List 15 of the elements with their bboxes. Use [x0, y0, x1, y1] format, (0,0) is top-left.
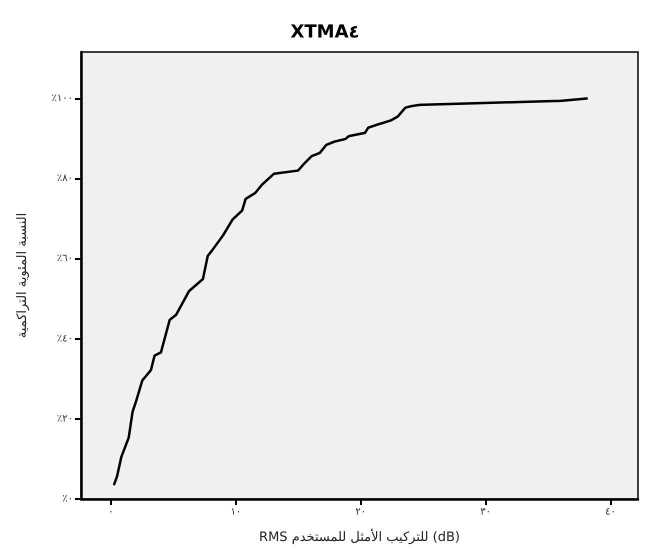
y-tick-label: ٪٤٠ — [56, 333, 73, 344]
y-axis-title: النسبة المئوية التراكمية — [15, 212, 30, 338]
x-tick-label: ٣٠ — [480, 506, 492, 518]
x-axis-title: RMS للتركيب الأمثل للمستخدم (dB) — [259, 528, 460, 545]
y-tick-label: ٪٢٠ — [56, 413, 73, 424]
y-tick-label: ٪٠ — [62, 494, 73, 504]
x-tick-label: ٠ — [108, 506, 114, 518]
line-series — [112, 97, 588, 486]
x-tick-label: ٢٠ — [355, 506, 366, 518]
y-tick-label: ٪١٠٠ — [52, 92, 73, 104]
y-tick-label: ٪٨٠ — [56, 173, 73, 184]
chart-title: XTMA٤ — [290, 22, 360, 42]
x-tick-label: ٤٠ — [605, 506, 616, 518]
x-tick-label: ١٠ — [230, 506, 242, 518]
y-tick-label: ٪٦٠ — [56, 253, 73, 264]
